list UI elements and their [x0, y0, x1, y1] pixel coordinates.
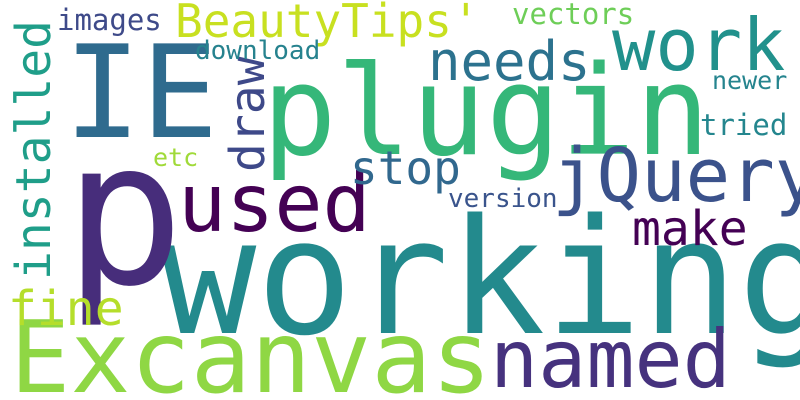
word-jquery: jQuery — [552, 133, 800, 219]
word-stop: stop — [350, 141, 461, 195]
word-make: make — [632, 201, 748, 257]
word-images: images — [57, 3, 162, 37]
word-beautytips: BeautyTips' — [175, 0, 480, 48]
word-p: p — [64, 98, 185, 331]
word-draw: draw — [220, 56, 276, 172]
word-etc: etc — [153, 143, 199, 172]
word-tried: tried — [700, 108, 788, 142]
word-newer: newer — [712, 66, 788, 95]
word-work: work — [612, 3, 786, 87]
word-working: working — [160, 184, 800, 371]
word-download: download — [195, 36, 321, 66]
word-fine: fine — [8, 281, 124, 337]
word-excanvas: Excanvas — [10, 299, 492, 400]
word-installed: installed — [6, 19, 62, 280]
word-used: used — [178, 157, 371, 250]
word-plugin: plugin — [262, 40, 710, 184]
word-vectors: vectors — [512, 0, 635, 31]
word-needs: needs — [428, 30, 591, 93]
word-named: named — [490, 313, 731, 400]
word-ie: IE — [64, 19, 219, 168]
word-version: version — [448, 184, 558, 214]
